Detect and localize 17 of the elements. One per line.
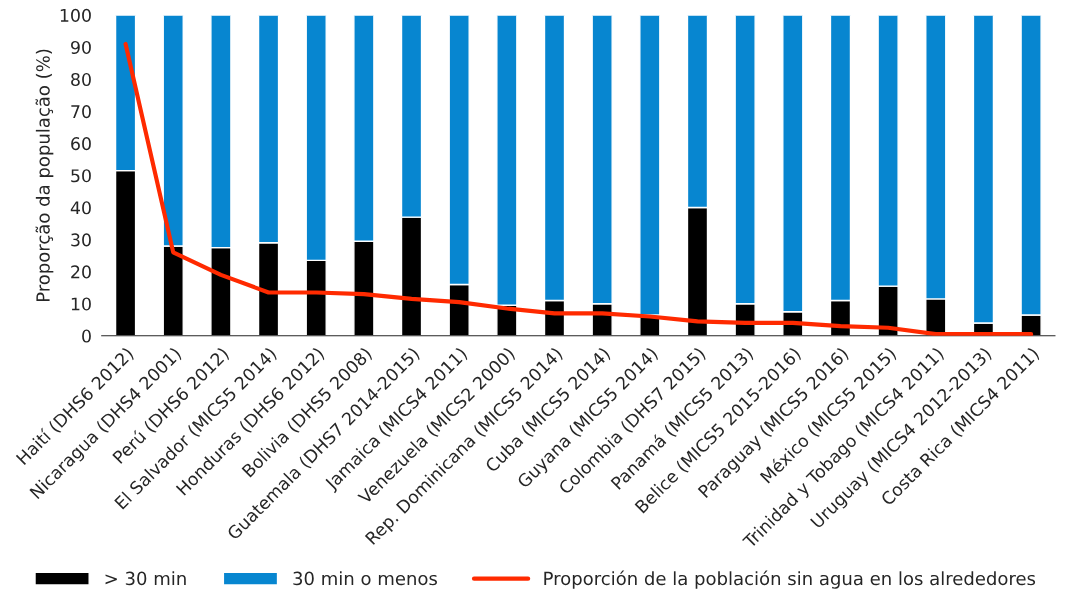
legend-label: 30 min o menos xyxy=(293,571,437,586)
y-tick-label: 20 xyxy=(71,265,91,279)
y-tick-label: 90 xyxy=(71,40,91,55)
legend-label: Proporción de la población sin agua en los alrededores xyxy=(544,570,1036,589)
bar xyxy=(639,15,661,316)
y-tick-label: 100 xyxy=(60,8,91,22)
y-tick-label: 10 xyxy=(71,297,91,311)
y-tick-label: 40 xyxy=(70,201,91,215)
y-tick-label: 50 xyxy=(71,169,91,183)
y-axis-title: Proporção da população (%) xyxy=(35,49,54,302)
y-tick-label: 60 xyxy=(71,137,91,151)
legend-label: > 30 min xyxy=(105,571,186,586)
y-tick-label: 0 xyxy=(82,329,91,343)
y-tick-label: 80 xyxy=(71,72,91,87)
y-tick-label: 70 xyxy=(71,105,91,119)
y-tick-label: 30 xyxy=(71,233,91,247)
line-series xyxy=(123,41,1034,336)
